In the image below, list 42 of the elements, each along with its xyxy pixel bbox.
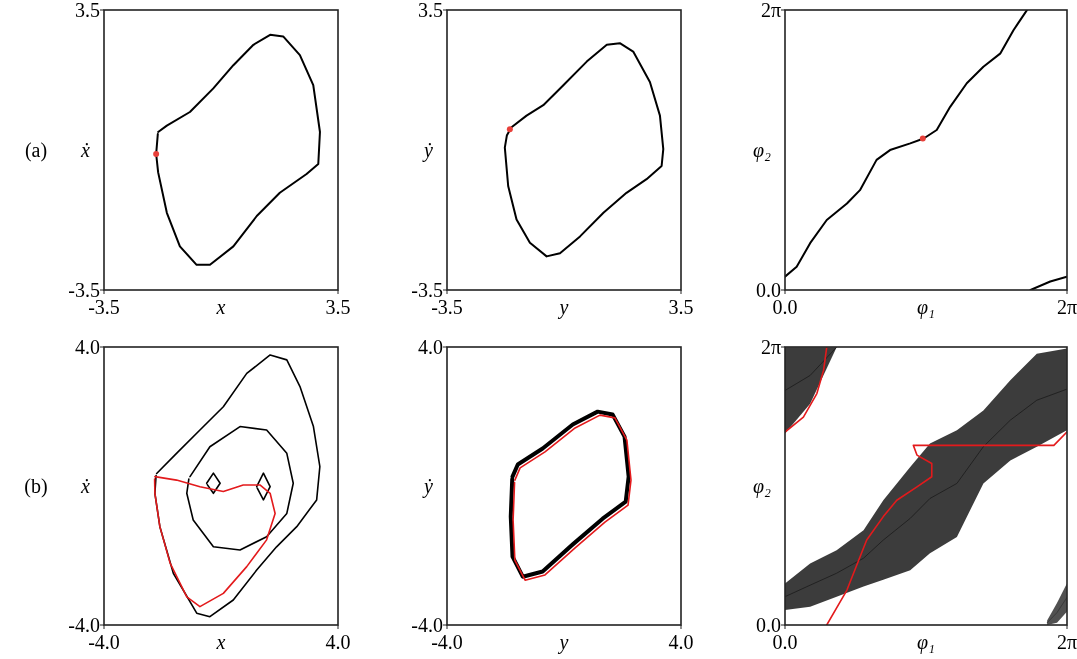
y-tick-label: 4.0 <box>418 336 443 358</box>
x-axis-title: x <box>215 631 226 653</box>
y-tick-label: 3.5 <box>418 0 443 21</box>
y-tick-label: -4.0 <box>411 614 443 636</box>
y-tick-label: -3.5 <box>68 279 100 301</box>
y-axis-title: ẏ <box>422 139 434 162</box>
line-series <box>503 42 665 258</box>
line-series <box>185 425 295 551</box>
x-tick-label: 4.0 <box>668 631 694 653</box>
line-series <box>785 10 1028 278</box>
x-axis-title: x <box>215 296 226 318</box>
text: (a) <box>24 139 48 162</box>
y-tick-label: -4.0 <box>68 614 100 636</box>
x-tick-label: 3.5 <box>668 296 694 318</box>
x-axis-title: φ₁ <box>916 296 936 319</box>
x-tick-label: 3.5 <box>325 296 351 318</box>
y-tick-label: 4.0 <box>75 336 100 358</box>
y-tick-label: 0.0 <box>756 614 781 636</box>
y-axis-title: φ₂ <box>752 475 772 498</box>
y-axis-title: ẋ <box>80 475 91 497</box>
line-series <box>205 472 221 495</box>
line-series <box>825 431 1067 625</box>
y-tick-label: 2π <box>760 0 781 21</box>
x-tick-label: 2π <box>1056 296 1077 318</box>
x-tick-label: 4.0 <box>325 631 351 653</box>
x-tick-label: 2π <box>1056 631 1077 653</box>
y-tick-label: -3.5 <box>411 279 443 301</box>
line-series <box>255 472 271 501</box>
x-axis-title: φ₁ <box>916 631 936 654</box>
y-axis-title: ẏ <box>422 475 434 498</box>
line-series <box>155 33 321 266</box>
x-axis-title: y <box>557 631 569 654</box>
y-tick-label: 3.5 <box>75 0 100 21</box>
y-tick-label: 0.0 <box>756 279 781 301</box>
y-tick-label: 2π <box>760 336 781 358</box>
y-axis-title: ẋ <box>80 139 91 161</box>
y-axis-title: φ₂ <box>752 139 772 162</box>
line-series <box>154 354 321 618</box>
line-series <box>785 347 828 433</box>
x-axis-title: y <box>557 296 569 319</box>
line-series <box>153 475 276 608</box>
text: (b) <box>24 475 48 498</box>
